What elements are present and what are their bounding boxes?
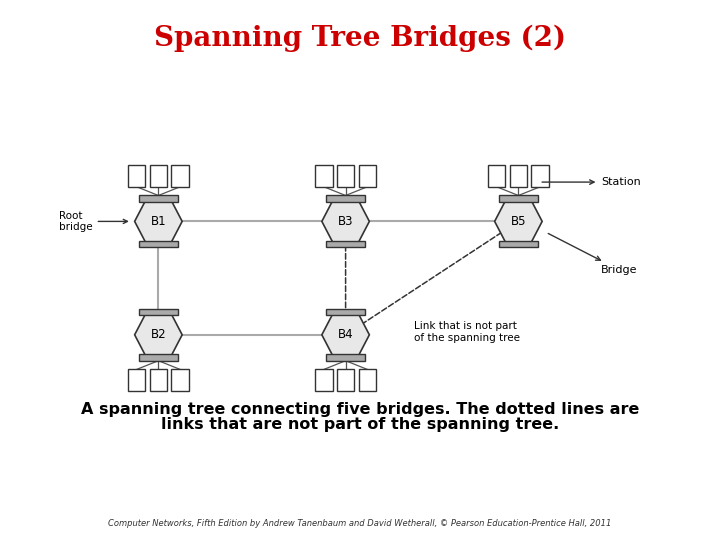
- Bar: [150, 369, 167, 391]
- Text: links that are not part of the spanning tree.: links that are not part of the spanning …: [161, 417, 559, 432]
- Polygon shape: [322, 314, 369, 355]
- Bar: [337, 165, 354, 187]
- Text: Link that is not part
of the spanning tree: Link that is not part of the spanning tr…: [414, 321, 520, 343]
- Bar: [325, 195, 365, 202]
- Bar: [488, 165, 505, 187]
- Text: B5: B5: [510, 215, 526, 228]
- Polygon shape: [322, 201, 369, 242]
- Bar: [150, 165, 167, 187]
- Text: B4: B4: [338, 328, 354, 341]
- Bar: [171, 369, 189, 391]
- Bar: [128, 369, 145, 391]
- Polygon shape: [495, 201, 542, 242]
- Bar: [128, 165, 145, 187]
- Text: A spanning tree connecting five bridges. The dotted lines are: A spanning tree connecting five bridges.…: [81, 402, 639, 417]
- Text: Spanning Tree Bridges (2): Spanning Tree Bridges (2): [154, 24, 566, 52]
- Text: Root
bridge: Root bridge: [59, 211, 127, 232]
- Bar: [325, 354, 365, 361]
- Bar: [138, 241, 179, 247]
- Text: Computer Networks, Fifth Edition by Andrew Tanenbaum and David Wetherall, © Pear: Computer Networks, Fifth Edition by Andr…: [108, 519, 612, 528]
- Bar: [510, 165, 527, 187]
- Text: B3: B3: [338, 215, 354, 228]
- Bar: [325, 309, 365, 315]
- Polygon shape: [135, 314, 182, 355]
- Bar: [315, 369, 333, 391]
- Bar: [498, 241, 539, 247]
- Bar: [315, 165, 333, 187]
- Text: Bridge: Bridge: [548, 233, 638, 275]
- Bar: [138, 309, 179, 315]
- Text: B1: B1: [150, 215, 166, 228]
- Bar: [138, 354, 179, 361]
- Text: Station: Station: [542, 177, 641, 187]
- Bar: [337, 369, 354, 391]
- Bar: [325, 241, 365, 247]
- Polygon shape: [135, 201, 182, 242]
- Bar: [359, 165, 376, 187]
- Bar: [359, 369, 376, 391]
- Bar: [531, 165, 549, 187]
- Bar: [498, 195, 539, 202]
- Text: B2: B2: [150, 328, 166, 341]
- Bar: [171, 165, 189, 187]
- Bar: [138, 195, 179, 202]
